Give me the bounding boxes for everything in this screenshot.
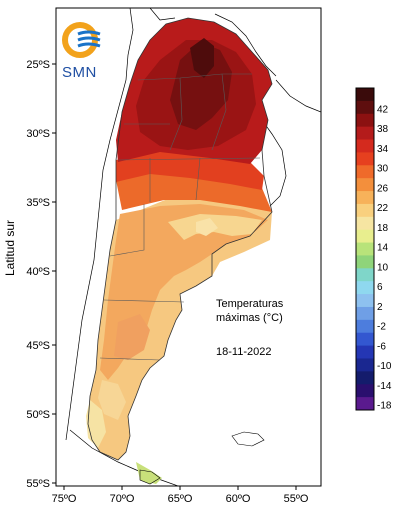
colorbar-swatch bbox=[356, 268, 374, 282]
colorbar-swatch bbox=[356, 294, 374, 308]
lat-tick-35: 35ºS bbox=[26, 197, 50, 209]
colorbar-swatch bbox=[356, 178, 374, 192]
colorbar-label: 10 bbox=[377, 262, 389, 273]
colorbar: 42 38 34 30 26 22 18 14 10 6 2 -2 -6 -10 -14 -18 bbox=[355, 87, 392, 412]
lon-tick-60: 60ºO bbox=[226, 493, 251, 505]
colorbar-frame bbox=[355, 87, 375, 411]
colorbar-swatch bbox=[356, 165, 374, 179]
colorbar-label: 26 bbox=[377, 183, 389, 194]
colorbar-swatch bbox=[356, 371, 374, 385]
lat-tick-45: 45ºS bbox=[26, 340, 50, 352]
islands bbox=[139, 431, 265, 485]
lon-tick-65: 65ºO bbox=[168, 493, 193, 505]
colorbar-swatch bbox=[356, 332, 374, 347]
temperature-field bbox=[86, 18, 272, 484]
colorbar-swatch bbox=[356, 358, 374, 372]
colorbar-swatch bbox=[356, 191, 374, 205]
y-axis-title: Latitud sur bbox=[3, 220, 17, 276]
lat-tick-30: 30ºS bbox=[26, 128, 50, 140]
lon-tick-70: 70ºO bbox=[110, 493, 135, 505]
map-date: 18-11-2022 bbox=[216, 346, 272, 358]
colorbar-label: 34 bbox=[377, 144, 389, 155]
province-borders bbox=[87, 17, 273, 461]
lat-tick-55: 55ºS bbox=[26, 478, 50, 490]
colorbar-swatch bbox=[356, 100, 374, 115]
colorbar-label: 22 bbox=[377, 203, 389, 214]
colorbar-swatch bbox=[356, 113, 374, 128]
colorbar-swatch bbox=[356, 88, 374, 102]
smn-logo-icon bbox=[62, 22, 101, 58]
lat-tick-25: 25ºS bbox=[26, 59, 50, 71]
colorbar-label: 30 bbox=[377, 164, 389, 175]
colorbar-label: 6 bbox=[377, 282, 383, 293]
colorbar-swatch bbox=[356, 384, 374, 398]
colorbar-swatch bbox=[356, 397, 374, 411]
colorbar-swatch bbox=[356, 139, 374, 153]
colorbar-label: -10 bbox=[377, 361, 392, 372]
colorbar-swatch bbox=[356, 345, 374, 359]
colorbar-swatch bbox=[356, 319, 374, 334]
logo-text: SMN bbox=[62, 64, 97, 81]
colorbar-label: 14 bbox=[377, 243, 389, 254]
tick-marks bbox=[52, 63, 297, 490]
lon-tick-75: 75ºO bbox=[52, 493, 77, 505]
colorbar-swatch bbox=[356, 126, 374, 141]
colorbar-label: -14 bbox=[377, 381, 392, 392]
lat-tick-40: 40ºS bbox=[26, 266, 50, 278]
colorbar-swatch bbox=[356, 152, 374, 166]
colorbar-swatch bbox=[356, 306, 374, 321]
lon-tick-55: 55ºO bbox=[284, 493, 309, 505]
colorbar-label: -2 bbox=[377, 322, 386, 333]
map-title-line-1: Temperaturas bbox=[216, 298, 284, 310]
colorbar-label: -6 bbox=[377, 341, 386, 352]
map-title-line-2: máximas (°C) bbox=[216, 312, 283, 324]
colorbar-swatch bbox=[356, 229, 374, 244]
colorbar-swatch bbox=[356, 242, 374, 256]
colorbar-label: 42 bbox=[377, 104, 389, 115]
colorbar-label: -18 bbox=[377, 401, 392, 412]
colorbar-label: 38 bbox=[377, 124, 389, 135]
lat-tick-50: 50ºS bbox=[26, 409, 50, 421]
colorbar-label: 18 bbox=[377, 223, 389, 234]
colorbar-label: 2 bbox=[377, 302, 383, 313]
colorbar-swatch bbox=[356, 255, 374, 269]
colorbar-swatch bbox=[356, 203, 374, 218]
colorbar-swatch bbox=[356, 281, 374, 295]
colorbar-swatch bbox=[356, 216, 374, 231]
